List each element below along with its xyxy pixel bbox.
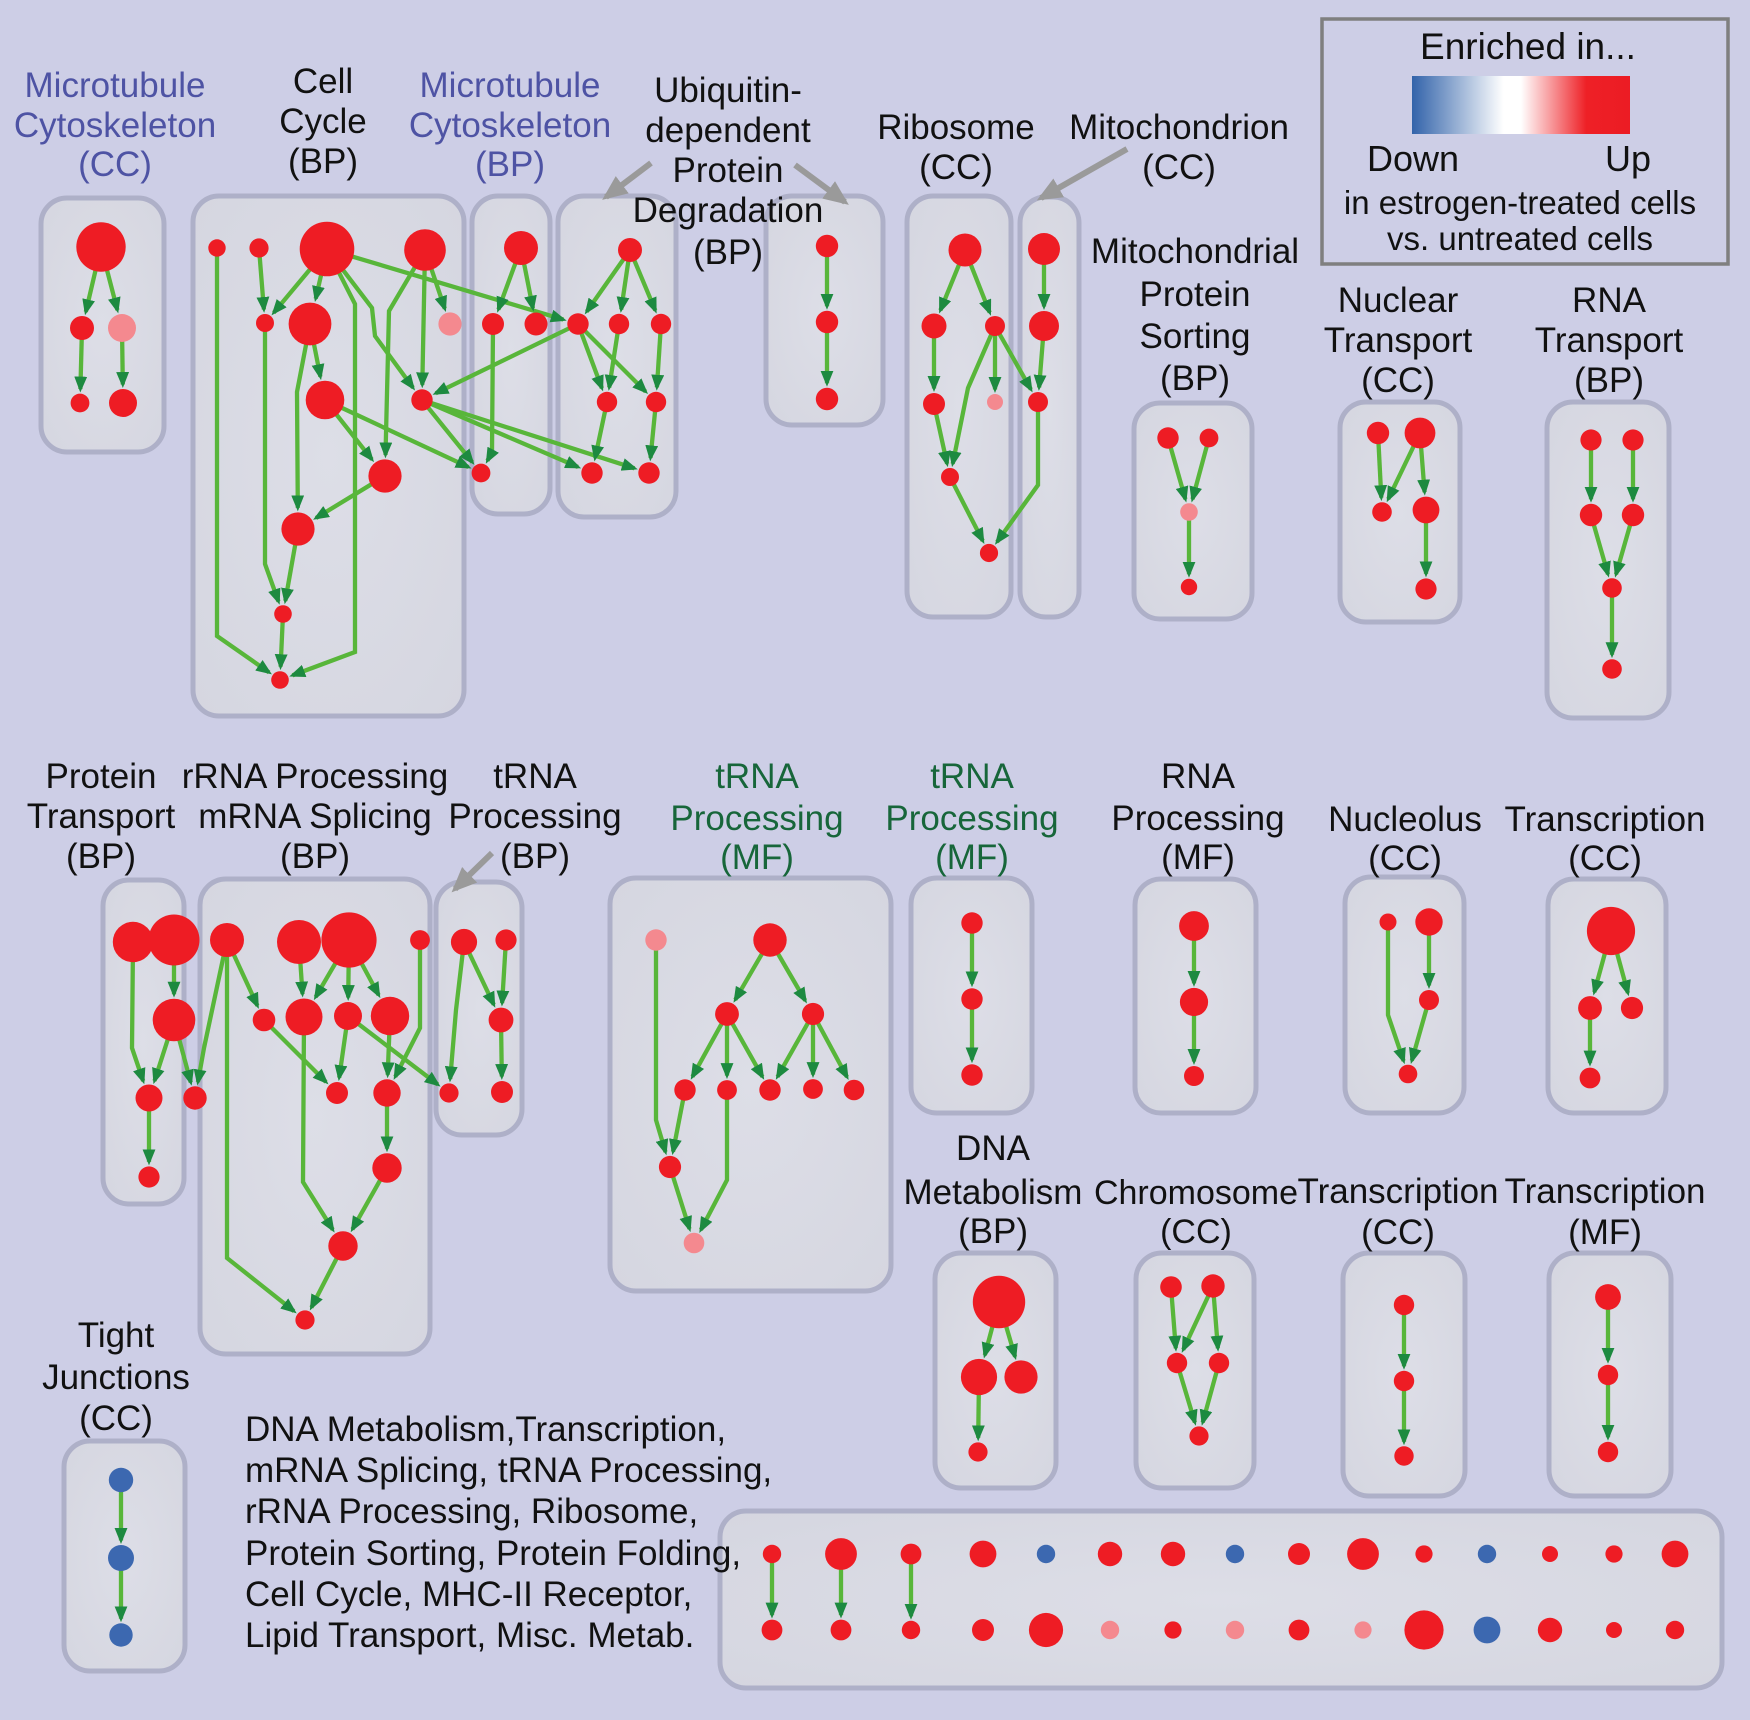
svg-text:Protein: Protein (673, 151, 784, 190)
svg-text:Protein Sorting, Protein Foldi: Protein Sorting, Protein Folding, (245, 1534, 741, 1573)
svg-text:mRNA Splicing: mRNA Splicing (198, 797, 431, 836)
svg-text:Protein: Protein (1140, 275, 1251, 314)
svg-text:Microtubule: Microtubule (420, 66, 601, 105)
svg-text:Protein: Protein (46, 757, 157, 796)
svg-text:Enriched in...: Enriched in... (1420, 26, 1636, 67)
svg-text:Microtubule: Microtubule (25, 66, 206, 105)
svg-text:(BP): (BP) (693, 233, 763, 272)
svg-text:Transport: Transport (27, 797, 176, 836)
svg-text:(BP): (BP) (1160, 359, 1230, 398)
svg-text:(CC): (CC) (919, 148, 993, 187)
svg-text:Transport: Transport (1324, 321, 1473, 360)
svg-text:Nuclear: Nuclear (1338, 281, 1459, 320)
svg-text:(CC): (CC) (1160, 1213, 1232, 1251)
svg-text:Cycle: Cycle (279, 102, 367, 141)
svg-text:Ubiquitin-: Ubiquitin- (654, 71, 802, 110)
svg-text:Transcription: Transcription (1505, 800, 1706, 839)
svg-text:(BP): (BP) (66, 837, 136, 876)
svg-text:rRNA Processing: rRNA Processing (182, 757, 448, 796)
svg-text:mRNA Splicing, tRNA Processing: mRNA Splicing, tRNA Processing, (245, 1451, 772, 1490)
svg-text:Processing: Processing (1111, 799, 1284, 838)
svg-text:Cell Cycle, MHC-II Receptor,: Cell Cycle, MHC-II Receptor, (245, 1575, 692, 1614)
svg-text:Sorting: Sorting (1140, 317, 1251, 356)
svg-text:Cytoskeleton: Cytoskeleton (409, 106, 611, 145)
svg-text:Down: Down (1367, 138, 1459, 179)
svg-text:vs. untreated cells: vs. untreated cells (1387, 220, 1653, 257)
svg-text:(CC): (CC) (1142, 148, 1216, 187)
svg-text:Transport: Transport (1535, 321, 1684, 360)
svg-text:tRNA: tRNA (715, 757, 799, 796)
svg-text:Degradation: Degradation (633, 191, 824, 230)
svg-text:Mitochondrial: Mitochondrial (1091, 232, 1299, 271)
svg-text:(BP): (BP) (288, 142, 358, 181)
svg-text:(MF): (MF) (1568, 1213, 1642, 1252)
svg-text:Up: Up (1605, 138, 1651, 179)
svg-text:(CC): (CC) (1568, 839, 1642, 878)
svg-text:(CC): (CC) (1361, 1213, 1435, 1252)
svg-text:DNA Metabolism,Transcription,: DNA Metabolism,Transcription, (245, 1410, 726, 1449)
svg-text:rRNA Processing, Ribosome,: rRNA Processing, Ribosome, (245, 1492, 698, 1531)
svg-text:(MF): (MF) (1161, 838, 1235, 877)
svg-text:(CC): (CC) (79, 1399, 153, 1438)
svg-text:(BP): (BP) (475, 145, 545, 184)
svg-text:Transcription: Transcription (1505, 1172, 1706, 1211)
svg-text:(BP): (BP) (280, 837, 350, 876)
svg-text:(BP): (BP) (500, 837, 570, 876)
svg-text:Lipid Transport, Misc. Metab.: Lipid Transport, Misc. Metab. (245, 1616, 694, 1655)
svg-text:in estrogen-treated cells: in estrogen-treated cells (1344, 184, 1696, 221)
svg-text:RNA: RNA (1572, 281, 1647, 320)
svg-text:Processing: Processing (885, 799, 1058, 838)
svg-text:(BP): (BP) (1574, 361, 1644, 400)
svg-text:(CC): (CC) (78, 145, 152, 184)
svg-text:tRNA: tRNA (493, 757, 577, 796)
svg-text:Nucleolus: Nucleolus (1328, 800, 1482, 839)
svg-text:(BP): (BP) (958, 1212, 1028, 1251)
svg-text:Mitochondrion: Mitochondrion (1069, 108, 1289, 147)
svg-text:Ribosome: Ribosome (877, 108, 1035, 147)
svg-text:(MF): (MF) (935, 838, 1009, 877)
svg-text:Chromosome: Chromosome (1094, 1174, 1298, 1212)
svg-text:Transcription: Transcription (1298, 1172, 1499, 1211)
svg-text:Junctions: Junctions (42, 1358, 190, 1397)
svg-text:Tight: Tight (78, 1316, 155, 1355)
svg-text:(MF): (MF) (720, 838, 794, 877)
svg-text:(CC): (CC) (1361, 361, 1435, 400)
svg-text:Processing: Processing (448, 797, 621, 836)
svg-text:DNA: DNA (956, 1129, 1031, 1168)
svg-text:Processing: Processing (670, 799, 843, 838)
svg-text:RNA: RNA (1161, 757, 1236, 796)
svg-text:Cell: Cell (293, 62, 353, 101)
svg-text:tRNA: tRNA (930, 757, 1014, 796)
svg-text:Metabolism: Metabolism (904, 1173, 1083, 1212)
svg-text:dependent: dependent (645, 111, 811, 150)
svg-text:Cytoskeleton: Cytoskeleton (14, 106, 216, 145)
svg-text:(CC): (CC) (1368, 839, 1442, 878)
